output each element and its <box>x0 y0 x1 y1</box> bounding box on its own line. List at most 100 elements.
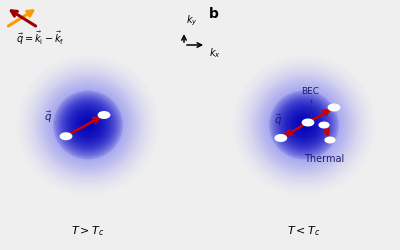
Ellipse shape <box>80 118 96 132</box>
Ellipse shape <box>42 80 134 170</box>
Ellipse shape <box>48 85 128 165</box>
Ellipse shape <box>271 92 337 158</box>
Ellipse shape <box>37 75 139 175</box>
Ellipse shape <box>270 91 338 159</box>
Ellipse shape <box>84 121 92 129</box>
Ellipse shape <box>262 84 346 166</box>
Ellipse shape <box>264 85 344 165</box>
Ellipse shape <box>289 110 319 140</box>
Ellipse shape <box>86 123 90 127</box>
Ellipse shape <box>292 113 316 137</box>
Ellipse shape <box>237 59 371 191</box>
Ellipse shape <box>35 72 141 178</box>
Ellipse shape <box>241 62 367 188</box>
Ellipse shape <box>302 123 306 127</box>
Ellipse shape <box>282 103 326 147</box>
Ellipse shape <box>267 89 341 161</box>
Ellipse shape <box>82 119 94 131</box>
Ellipse shape <box>87 124 89 126</box>
Ellipse shape <box>296 118 312 132</box>
Ellipse shape <box>266 88 342 162</box>
Text: Thermal: Thermal <box>304 154 344 164</box>
Ellipse shape <box>256 78 352 172</box>
Ellipse shape <box>294 115 314 135</box>
Ellipse shape <box>55 92 121 158</box>
Ellipse shape <box>32 70 144 180</box>
Ellipse shape <box>68 105 108 145</box>
Ellipse shape <box>270 91 338 159</box>
Text: $\vec{q}$: $\vec{q}$ <box>44 110 52 125</box>
Ellipse shape <box>73 110 103 140</box>
Ellipse shape <box>64 101 112 149</box>
Ellipse shape <box>84 122 92 128</box>
Ellipse shape <box>44 81 132 169</box>
Circle shape <box>318 122 330 128</box>
Ellipse shape <box>72 109 104 141</box>
Text: $\vec{q}$: $\vec{q}$ <box>274 112 282 128</box>
Ellipse shape <box>30 68 146 182</box>
Ellipse shape <box>54 91 122 159</box>
Ellipse shape <box>296 116 312 134</box>
Ellipse shape <box>279 100 329 150</box>
Ellipse shape <box>290 112 318 138</box>
Ellipse shape <box>247 69 361 181</box>
Text: b: b <box>209 8 219 22</box>
Ellipse shape <box>77 114 100 136</box>
Ellipse shape <box>20 58 156 192</box>
Ellipse shape <box>68 105 108 145</box>
Ellipse shape <box>26 64 150 186</box>
Ellipse shape <box>40 78 136 172</box>
Ellipse shape <box>228 50 380 200</box>
Ellipse shape <box>52 90 124 160</box>
Ellipse shape <box>62 100 114 150</box>
Ellipse shape <box>25 62 151 188</box>
Ellipse shape <box>58 95 118 155</box>
Ellipse shape <box>286 108 322 142</box>
Ellipse shape <box>295 116 313 134</box>
Ellipse shape <box>299 120 309 130</box>
Ellipse shape <box>300 122 308 128</box>
Ellipse shape <box>50 88 126 162</box>
Ellipse shape <box>289 110 319 140</box>
Ellipse shape <box>63 100 113 150</box>
Ellipse shape <box>281 102 327 148</box>
Ellipse shape <box>275 96 333 154</box>
Ellipse shape <box>36 74 140 176</box>
Ellipse shape <box>285 106 323 144</box>
Ellipse shape <box>73 110 103 140</box>
Ellipse shape <box>78 115 98 135</box>
Ellipse shape <box>66 103 110 147</box>
Ellipse shape <box>298 119 310 131</box>
Ellipse shape <box>61 98 115 152</box>
Text: $k_y$: $k_y$ <box>186 14 198 28</box>
Circle shape <box>302 118 314 126</box>
Ellipse shape <box>74 112 102 138</box>
Ellipse shape <box>59 96 117 154</box>
Ellipse shape <box>291 112 317 138</box>
Ellipse shape <box>287 108 321 142</box>
Circle shape <box>98 111 110 119</box>
Ellipse shape <box>14 52 162 198</box>
Ellipse shape <box>46 84 130 166</box>
Ellipse shape <box>56 94 120 156</box>
Ellipse shape <box>254 76 354 174</box>
Text: BEC: BEC <box>301 87 319 96</box>
Ellipse shape <box>246 68 362 182</box>
Ellipse shape <box>280 101 328 149</box>
Ellipse shape <box>272 93 336 157</box>
Ellipse shape <box>66 104 110 146</box>
Circle shape <box>328 104 340 112</box>
Ellipse shape <box>303 124 305 126</box>
Text: $T > T_c$: $T > T_c$ <box>71 224 105 237</box>
Ellipse shape <box>258 80 350 170</box>
Ellipse shape <box>69 106 107 144</box>
Ellipse shape <box>75 112 101 138</box>
Text: $T < T_c$: $T < T_c$ <box>287 224 321 237</box>
Text: $k_x$: $k_x$ <box>209 46 221 60</box>
Ellipse shape <box>276 98 332 152</box>
Ellipse shape <box>34 71 142 179</box>
Ellipse shape <box>41 79 135 171</box>
Ellipse shape <box>13 51 163 199</box>
Circle shape <box>324 136 336 143</box>
Ellipse shape <box>64 102 112 148</box>
